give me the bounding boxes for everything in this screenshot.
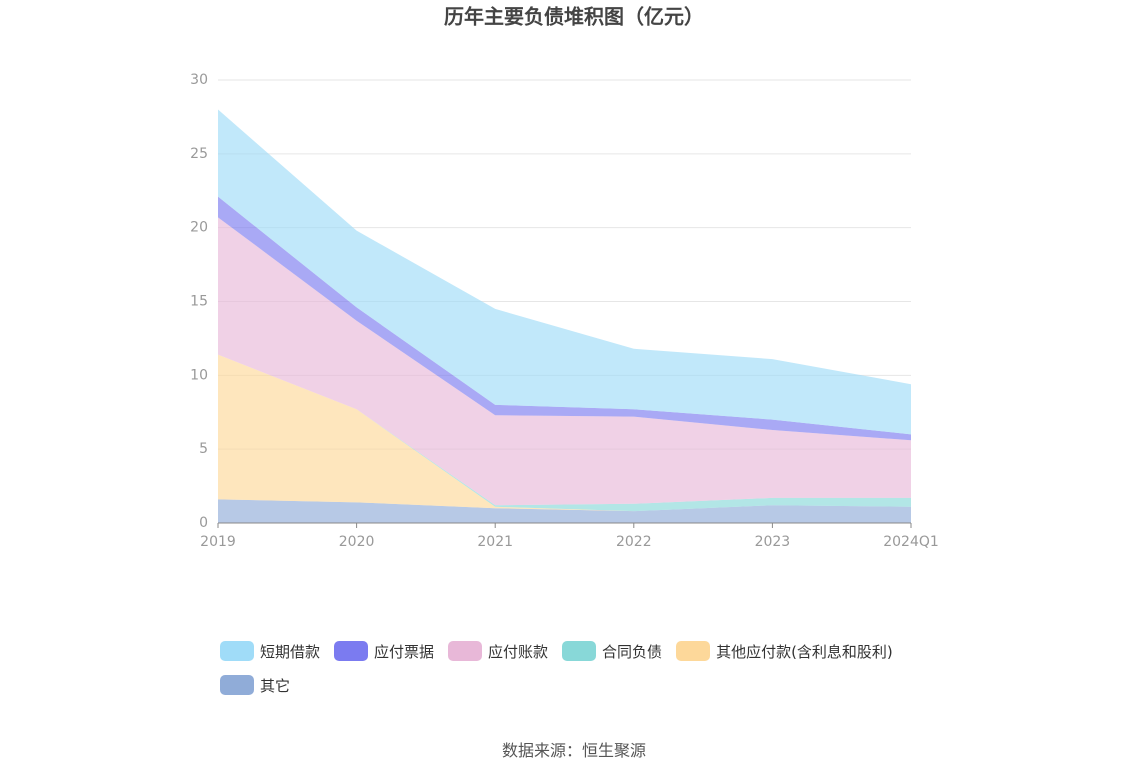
legend-item[interactable]: 其他应付款(含利息和股利): [676, 640, 893, 662]
y-tick-label: 30: [190, 72, 208, 88]
y-tick-label: 5: [199, 441, 208, 457]
legend-item[interactable]: 应付票据: [334, 640, 434, 662]
legend-item[interactable]: 其它: [220, 674, 290, 696]
x-tick-label: 2021: [477, 534, 513, 550]
legend-label: 短期借款: [260, 642, 321, 661]
area: [218, 499, 911, 523]
legend-swatch: [676, 641, 711, 661]
y-tick-label: 20: [190, 220, 208, 236]
legend-item[interactable]: 短期借款: [220, 640, 320, 662]
legend-label: 合同负债: [602, 642, 663, 661]
x-tick-label: 2020: [339, 534, 375, 550]
legend-item[interactable]: 合同负债: [562, 640, 662, 662]
area: [218, 217, 911, 506]
area: [218, 354, 911, 512]
x-tick-label: 2022: [616, 534, 652, 550]
source: 数据来源：恒生聚源: [501, 741, 646, 760]
x-tick-label: 2019: [200, 534, 236, 550]
y-tick-label: 10: [190, 367, 208, 383]
legend-label: 应付账款: [488, 642, 549, 661]
legend-swatch: [220, 675, 254, 695]
area: [218, 196, 911, 441]
area: [218, 109, 911, 435]
y-tick-label: 0: [199, 515, 208, 531]
y-tick-label: 15: [190, 294, 208, 310]
legend-swatch: [334, 641, 369, 661]
legend-swatch: [220, 641, 254, 661]
x-tick-label: 2024Q1: [883, 534, 939, 550]
chart: 历年主要负债堆积图（亿元） 0 5 10 15 20 25 30 2019 2020 2021 20…: [190, 5, 939, 551]
legend-label: 其他应付款(含利息和股利): [716, 642, 893, 661]
y-tick-label: 25: [190, 146, 208, 162]
legend-item[interactable]: 应付账款: [448, 640, 548, 662]
legend-swatch: [448, 641, 483, 661]
legend: 短期借款 应付票据 应付账款 合同负债 其他应付款(含利息和股利) 其它: [220, 640, 960, 696]
chart-title: 历年主要负债堆积图（亿元）: [444, 5, 704, 29]
legend-swatch: [562, 641, 597, 661]
legend-label: 应付票据: [374, 642, 435, 661]
legend-label: 其它: [260, 676, 291, 695]
x-tick-label: 2023: [755, 534, 791, 550]
